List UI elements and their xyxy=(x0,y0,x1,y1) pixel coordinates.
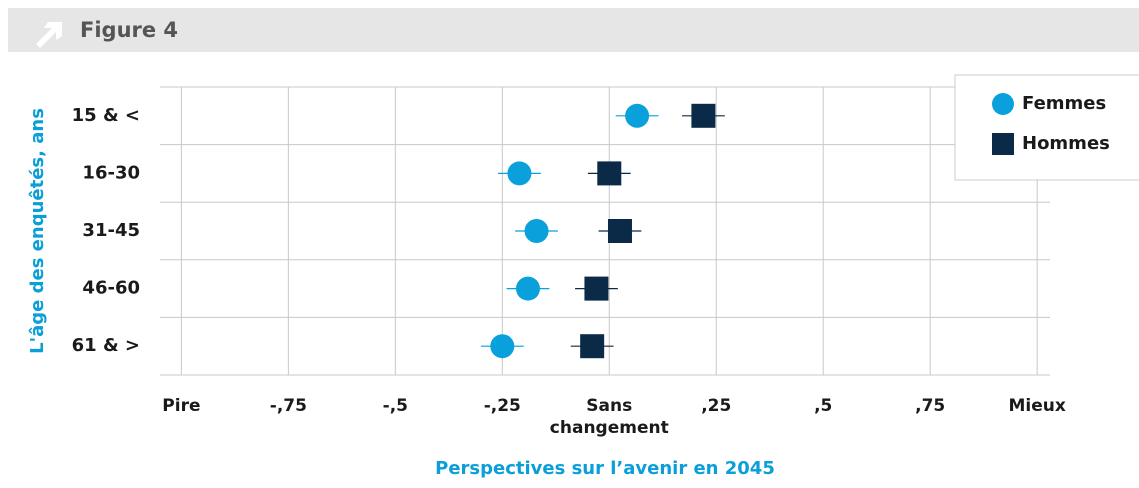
marker xyxy=(524,219,549,243)
x-tick-label: -,75 xyxy=(269,396,307,416)
y-axis-label: L'âge des enquêtés, ans xyxy=(27,108,48,354)
x-tick-label: -,5 xyxy=(382,396,408,416)
x-tick-label: Pire xyxy=(162,396,201,416)
header-band xyxy=(8,8,1139,52)
x-tick-label: ,5 xyxy=(814,396,833,416)
legend-box xyxy=(954,74,1139,181)
x-tick-label: ,75 xyxy=(915,396,946,416)
marker xyxy=(597,161,622,186)
legend-label: Femmes xyxy=(1022,93,1106,114)
marker xyxy=(584,276,609,301)
x-tick-label: Mieux xyxy=(1008,396,1066,416)
x-axis-label: Perspectives sur l’avenir en 2045 xyxy=(435,458,775,479)
y-tick-label: 31-45 xyxy=(82,220,140,241)
figure-label: Figure 4 xyxy=(80,18,178,42)
x-tick-label: Sans changement xyxy=(549,396,669,438)
header-icon xyxy=(36,22,62,48)
x-tick-label: -,25 xyxy=(483,396,521,416)
marker xyxy=(490,334,515,359)
y-tick-label: 15 & < xyxy=(72,105,140,126)
legend-marker xyxy=(992,133,1014,155)
marker xyxy=(607,219,632,243)
marker xyxy=(625,103,650,128)
y-tick-label: 61 & > xyxy=(72,335,140,356)
marker xyxy=(515,276,540,301)
y-tick-label: 46-60 xyxy=(82,278,140,299)
marker xyxy=(691,103,716,128)
legend-label: Hommes xyxy=(1022,133,1110,154)
x-tick-label: ,25 xyxy=(701,396,732,416)
marker xyxy=(580,334,605,359)
marker xyxy=(507,161,532,186)
y-tick-label: 16-30 xyxy=(82,162,140,183)
legend-marker xyxy=(992,93,1014,115)
